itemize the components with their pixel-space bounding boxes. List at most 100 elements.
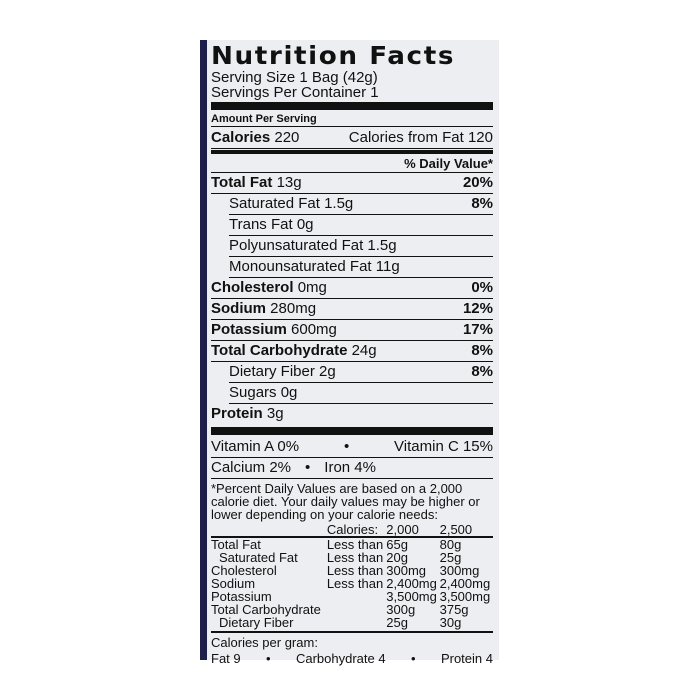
nutrient-name: Potassium 600mg bbox=[211, 321, 337, 338]
reference-header-cell: 2,500 bbox=[439, 522, 473, 537]
nutrient-row: Saturated Fat 1.5g 8% bbox=[229, 194, 493, 215]
package-edge bbox=[200, 40, 207, 660]
reference-cell: 65g bbox=[386, 537, 408, 552]
nutrient-row: Trans Fat 0g bbox=[229, 215, 493, 236]
protein-per-gram: Protein 4 bbox=[440, 651, 493, 666]
calories-row: Calories 220 Calories from Fat 120 bbox=[211, 127, 493, 149]
reference-cell: Cholesterol bbox=[211, 563, 277, 578]
nutrient-name: Cholesterol 0mg bbox=[211, 279, 327, 296]
nutrient-row: Sodium 280mg 12% bbox=[211, 299, 493, 320]
reference-cell: 300g bbox=[386, 602, 416, 617]
reference-cell: 80g bbox=[439, 537, 462, 552]
reference-row: Potassium 3,500mg 3,500mg bbox=[211, 590, 493, 603]
reference-cell: Less than bbox=[326, 550, 384, 565]
reference-row: Sodium Less than 2,400mg 2,400mg bbox=[211, 577, 493, 590]
nutrient-row: Monounsaturated Fat 11g bbox=[229, 257, 493, 278]
nutrient-row: Sugars 0g bbox=[229, 383, 493, 404]
vitamin-row: Calcium 2% • Iron 4% bbox=[211, 458, 493, 479]
reference-cell: Potassium bbox=[211, 589, 272, 604]
fat-per-gram: Fat 9 bbox=[211, 651, 241, 666]
footnote: *Percent Daily Values are based on a 2,0… bbox=[211, 481, 480, 522]
reference-header-cell: 2,000 bbox=[386, 522, 419, 537]
reference-cell: 2,400mg bbox=[439, 576, 491, 591]
nutrient-row: Protein 3g bbox=[211, 404, 493, 424]
nutrient-row: Dietary Fiber 2g 8% bbox=[229, 362, 493, 383]
nutrient-name: Sodium 280mg bbox=[211, 300, 317, 317]
reference-cell: Saturated Fat bbox=[219, 550, 298, 565]
nutrient-row: Total Fat 13g 20% bbox=[211, 173, 493, 194]
bullet: • bbox=[305, 459, 311, 476]
reference-row: Cholesterol Less than 300mg 300mg bbox=[211, 564, 493, 577]
nutrient-row: Polyunsaturated Fat 1.5g bbox=[229, 236, 493, 257]
serving-size: Serving Size 1 Bag (42g) bbox=[211, 69, 378, 86]
carb-per-gram: Carbohydrate 4 bbox=[295, 651, 386, 666]
reference-cell: 300mg bbox=[439, 563, 480, 578]
divider bbox=[211, 102, 493, 110]
bullet: • bbox=[343, 438, 350, 455]
nutrient-dv: 20% bbox=[462, 174, 493, 191]
reference-cell: 30g bbox=[439, 615, 462, 630]
reference-cell: Dietary Fiber bbox=[219, 615, 294, 630]
iron: Iron 4% bbox=[324, 459, 376, 476]
nutrient-dv: 8% bbox=[471, 342, 493, 359]
vitamin-a: Vitamin A 0% bbox=[211, 438, 300, 455]
daily-value-header-text: % Daily Value* bbox=[404, 156, 493, 171]
nutrient-name: Protein 3g bbox=[211, 405, 284, 422]
divider bbox=[211, 427, 493, 435]
reference-cell: 2,400mg bbox=[386, 576, 437, 591]
reference-cell: 20g bbox=[386, 550, 408, 565]
reference-row: Dietary Fiber 25g 30g bbox=[211, 616, 493, 629]
nutrient-row: Total Carbohydrate 24g 8% bbox=[211, 341, 493, 362]
bullet: • bbox=[410, 651, 416, 666]
amount-per-serving: Amount Per Serving bbox=[211, 112, 493, 127]
reference-cell: Less than bbox=[326, 576, 384, 591]
vitamin-c: Vitamin C 15% bbox=[394, 438, 493, 455]
reference-cell bbox=[327, 616, 386, 629]
nutrition-facts-label: Nutrition Facts Serving Size 1 Bag (42g)… bbox=[207, 40, 499, 665]
calories-per-gram: Calories per gram: Fat 9 • Carbohydrate 4… bbox=[211, 631, 493, 667]
calories-per-gram-label: Calories per gram: bbox=[211, 635, 318, 650]
reference-cell: 3,500mg bbox=[386, 589, 437, 604]
bullet: • bbox=[266, 651, 271, 666]
reference-cell: 25g bbox=[439, 550, 462, 565]
reference-cell bbox=[327, 603, 386, 616]
reference-cell bbox=[327, 590, 386, 603]
nutrient-name: Total Fat 13g bbox=[211, 174, 302, 191]
nutrient-name: Trans Fat 0g bbox=[229, 216, 314, 233]
calories-from-fat: Calories from Fat 120 bbox=[348, 129, 493, 146]
nutrient-name: Polyunsaturated Fat 1.5g bbox=[229, 237, 397, 254]
nutrient-row: Cholesterol 0mg 0% bbox=[211, 278, 493, 299]
calories-label: Calories 220 bbox=[211, 129, 300, 146]
reference-table: Calories: 2,000 2,500 Total Fat Less than 65g… bbox=[211, 523, 493, 629]
reference-row: Total Fat Less than 65g 80g bbox=[211, 537, 493, 551]
reference-cell: 3,500mg bbox=[439, 589, 491, 604]
reference-cell: Total Fat bbox=[211, 537, 261, 552]
vitamin-row: Vitamin A 0% • Vitamin C 15% bbox=[211, 437, 493, 458]
reference-header: Calories: 2,000 2,500 bbox=[211, 523, 493, 537]
reference-cell: Less than bbox=[326, 537, 384, 552]
reference-cell: Total Carbohydrate bbox=[211, 602, 321, 617]
nutrient-dv: 8% bbox=[471, 363, 493, 380]
label-title: Nutrition Facts bbox=[211, 41, 456, 70]
divider bbox=[211, 150, 493, 154]
daily-value-header: % Daily Value* bbox=[211, 155, 493, 173]
nutrient-name: Sugars 0g bbox=[229, 384, 298, 401]
reference-cell: Less than bbox=[326, 563, 384, 578]
nutrient-name: Dietary Fiber 2g bbox=[229, 363, 336, 380]
nutrient-row: Potassium 600mg 17% bbox=[211, 320, 493, 341]
reference-header-cell: Calories: bbox=[326, 522, 379, 537]
nutrient-name: Monounsaturated Fat 11g bbox=[229, 258, 400, 275]
nutrient-name: Total Carbohydrate 24g bbox=[211, 342, 377, 359]
reference-row: Saturated Fat Less than 20g 25g bbox=[211, 551, 493, 564]
servings-per-container: Servings Per Container 1 bbox=[211, 84, 379, 101]
nutrient-name: Saturated Fat 1.5g bbox=[229, 195, 354, 212]
nutrient-dv: 0% bbox=[471, 279, 493, 296]
reference-cell: 300mg bbox=[386, 563, 427, 578]
reference-row: Total Carbohydrate 300g 375g bbox=[211, 603, 493, 616]
amount-per-serving-label: Amount Per Serving bbox=[211, 113, 317, 125]
calcium: Calcium 2% bbox=[211, 459, 292, 476]
reference-cell: Sodium bbox=[211, 576, 256, 591]
nutrient-dv: 12% bbox=[462, 300, 493, 317]
reference-cell: 375g bbox=[439, 602, 469, 617]
nutrient-dv: 17% bbox=[462, 321, 493, 338]
